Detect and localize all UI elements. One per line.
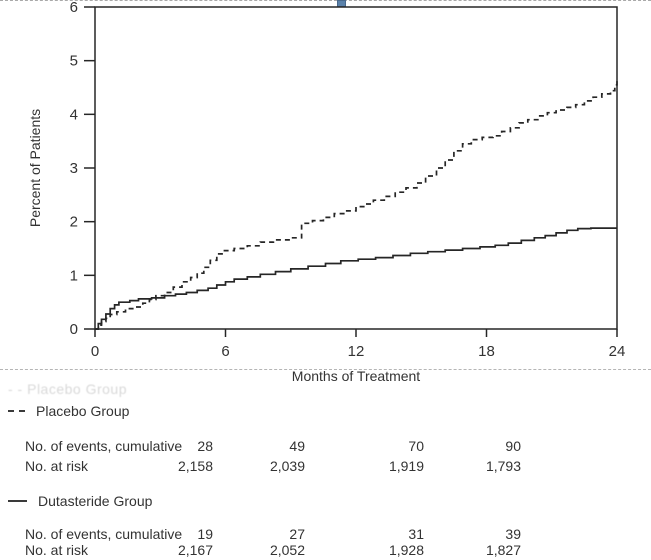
x-tick-label: 12 (348, 343, 365, 360)
risk-m18: 1,928 (388, 542, 424, 558)
series-dutasteride-group (95, 227, 617, 330)
events-m6: 19 (197, 526, 213, 542)
y-tick-label: 3 (70, 160, 78, 177)
solid-line-icon (8, 500, 27, 502)
table-row: No. at risk 2,158 2,039 1,919 1,793 (0, 458, 651, 476)
legend-placebo-label: Placebo Group (36, 403, 130, 419)
events-m12: 27 (289, 526, 305, 542)
risk-m24: 1,827 (485, 542, 521, 558)
selection-border-top (0, 0, 651, 1)
y-axis-title: Percent of Patients (27, 109, 43, 227)
plot-frame (94, 6, 618, 330)
ghost-legend-text: - - Placebo Group (8, 381, 127, 397)
events-m24: 39 (505, 526, 521, 542)
x-tick-label: 6 (221, 343, 229, 360)
selection-border-bottom (0, 369, 651, 370)
y-tick-label: 5 (70, 53, 78, 70)
series-placebo-group (95, 81, 618, 330)
x-axis-title: Months of Treatment (292, 368, 421, 384)
y-tick-label: 4 (70, 106, 78, 123)
legend-dutasteride: Dutasteride Group (8, 493, 152, 509)
risk-m12: 2,052 (269, 542, 305, 558)
events-m18: 70 (408, 438, 424, 454)
table-row: No. of events, cumulative 28 49 70 90 (0, 438, 651, 456)
table-row: No. of events, cumulative 19 27 31 39 (0, 526, 651, 544)
events-m12: 49 (289, 438, 305, 454)
y-tick-label: 0 (70, 321, 78, 338)
y-tick-label: 2 (70, 214, 78, 231)
risk-m18: 1,919 (388, 458, 424, 474)
y-tick-label: 6 (70, 0, 78, 16)
legend-placebo: Placebo Group (8, 403, 129, 419)
risk-m12: 2,039 (269, 458, 305, 474)
x-tick-label: 0 (91, 343, 99, 360)
row-label-risk: No. at risk (25, 458, 89, 474)
risk-m24: 1,793 (485, 458, 521, 474)
row-label-events: No. of events, cumulative (25, 526, 183, 542)
table-row: No. at risk 2,167 2,052 1,928 1,827 (0, 542, 651, 560)
dashed-line-icon (8, 410, 25, 412)
row-label-risk: No. at risk (25, 542, 89, 558)
x-tick-label: 24 (609, 343, 626, 360)
x-tick-label: 18 (478, 343, 495, 360)
row-label-events: No. of events, cumulative (25, 438, 183, 454)
events-m6: 28 (197, 438, 213, 454)
legend-dutasteride-label: Dutasteride Group (38, 493, 153, 509)
y-tick-label: 1 (70, 267, 78, 284)
events-m18: 31 (408, 526, 424, 542)
events-m24: 90 (505, 438, 521, 454)
risk-m6: 2,158 (177, 458, 213, 474)
risk-m6: 2,167 (177, 542, 213, 558)
